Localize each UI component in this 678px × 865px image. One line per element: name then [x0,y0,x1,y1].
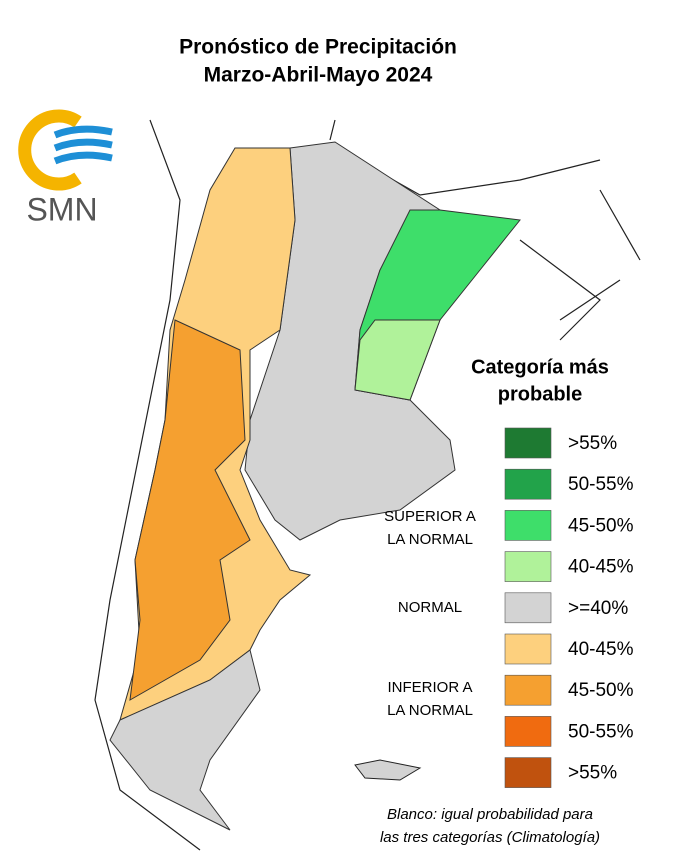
legend-label: >=40% [568,598,628,619]
group-label: SUPERIOR A [384,508,476,525]
above-40-region [354,319,441,401]
logo: SMN [18,109,113,227]
legend-label: 40-45% [568,639,634,660]
footnote: las tres categorías (Climatología) [380,829,600,846]
legend-swatch [504,633,552,665]
group-label: LA NORMAL [387,702,473,719]
group-label: INFERIOR A [387,679,472,696]
below-45-region [129,319,251,701]
group-label: LA NORMAL [387,531,473,548]
legend-label: 45-50% [568,515,634,536]
legend-title: probable [498,383,582,405]
continent-outline [94,119,641,851]
subtitle: Marzo-Abril-Mayo 2024 [204,64,433,87]
logo-text: SMN [26,191,97,227]
legend-label: 50-55% [568,721,634,742]
footnote: Blanco: igual probabilidad para [387,806,593,823]
title: Pronóstico de Precipitación [179,36,457,59]
legend-swatch [504,674,552,706]
legend-swatch [504,757,552,788]
group-label: NORMAL [398,599,462,616]
legend-label: >55% [568,763,617,784]
legend-label: >55% [568,433,617,454]
logo-ring [18,109,82,191]
legend-swatch [504,716,552,747]
legend-label: 45-50% [568,680,634,701]
legend-title: Categoría más [471,356,609,378]
islands [354,759,422,781]
legend-swatch [504,510,552,541]
legend-swatch [504,551,552,582]
legend: Categoría más probable >55% 50-55% 45-50% 4… [384,356,634,788]
legend-label: 40-45% [568,557,634,578]
legend-label: 50-55% [568,474,634,495]
legend-swatch [504,427,552,459]
logo-waves [53,125,113,165]
legend-swatch [504,592,552,624]
map [94,119,641,851]
south-normal-region [109,649,261,831]
legend-swatch [504,468,552,500]
